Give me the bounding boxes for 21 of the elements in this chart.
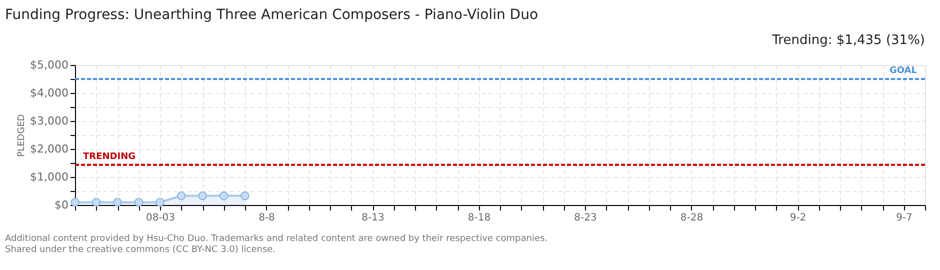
y-tick-label: $3,000 xyxy=(30,114,68,128)
chart-title: Funding Progress: Unearthing Three American Composers - Piano-Violin Duo xyxy=(5,7,538,23)
y-tick-label: $0 xyxy=(54,198,68,212)
text: Additional content provided by Hsu-Cho Duo. Trademarks and related content are owned by their respective companies. xyxy=(5,234,548,244)
x-tick-label: 9-7 xyxy=(896,212,912,224)
x-tick-label: 8-28 xyxy=(680,212,704,224)
ref-line-label: TRENDING xyxy=(83,152,136,162)
text: Shared under the creative commons (CC BY-NC 3.0) license. xyxy=(5,245,276,255)
x-tick-label: 8-23 xyxy=(574,212,597,224)
y-axis-title: PLEDGED xyxy=(17,114,28,157)
y-tick-label: $2,000 xyxy=(30,142,68,156)
text: Trending: $1,435 (31%) xyxy=(771,33,925,48)
x-tick-label: 08-03 xyxy=(146,212,176,224)
x-tick-label: 8-13 xyxy=(362,212,384,224)
y-tick-label: $1,000 xyxy=(30,170,68,184)
y-tick-label: $4,000 xyxy=(30,86,68,100)
ref-line-label: GOAL xyxy=(890,66,918,76)
x-tick-label: 9-2 xyxy=(790,212,806,224)
x-tick-label: 8-8 xyxy=(258,212,275,224)
x-tick-label: 8-18 xyxy=(468,212,491,224)
y-tick-label: $5,000 xyxy=(30,58,68,72)
